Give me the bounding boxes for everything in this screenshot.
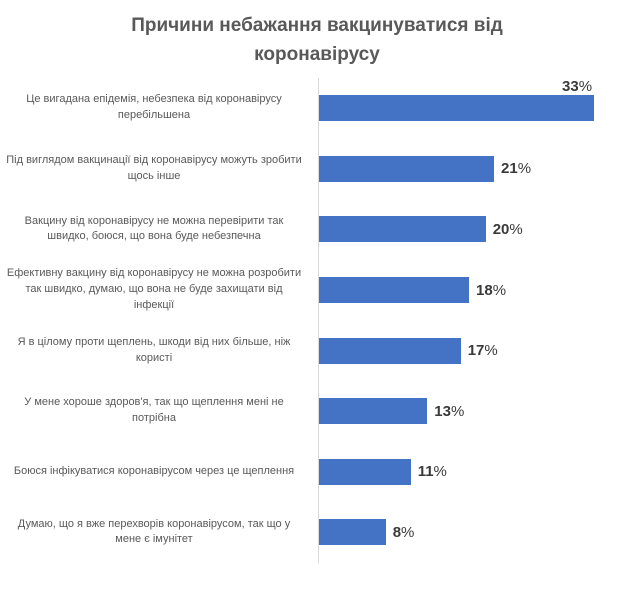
category-label: Вакцину від коронавірусу не можна переві…: [24, 214, 284, 243]
category-label: Під виглядом вакцинації від коронавірусу…: [6, 153, 302, 182]
bar: [319, 277, 469, 304]
bar: [319, 337, 461, 364]
bar-chart: Це вигадана епідемія, небезпека від коро…: [0, 78, 634, 563]
bar-row: Ефективну вакцину від коронавірусу не мо…: [0, 259, 634, 321]
value-label: 18%: [476, 281, 507, 299]
category-label: Думаю, що я вже перехворів коронавірусом…: [17, 517, 291, 546]
bar-row: Це вигадана епідемія, небезпека від коро…: [0, 78, 634, 139]
value-label: 21%: [501, 160, 532, 178]
bar-row: Боюся інфікуватися коронавірусом через ц…: [0, 441, 634, 503]
bar-track: 17%: [318, 320, 634, 381]
chart-title: Причини небажання вакцинуватися від коро…: [131, 15, 503, 65]
category-label: Боюся інфікуватися коронавірусом через ц…: [13, 464, 295, 477]
category-label: Я в цілому проти щеплень, шкоди від них …: [17, 335, 291, 364]
bar: [319, 458, 411, 485]
bar: [319, 155, 494, 182]
bar: [319, 519, 386, 546]
value-label: 11%: [417, 463, 447, 481]
bar-track: 18%: [318, 259, 634, 321]
value-label: 20%: [492, 220, 523, 238]
bar-row: У мене хороше здоров'я, так що щеплення …: [0, 380, 634, 442]
bar-track: 8%: [318, 502, 634, 563]
bar: [319, 216, 486, 243]
bar: [319, 398, 428, 425]
value-label: 13%: [434, 402, 465, 420]
bar-track: 21%: [318, 138, 634, 200]
category-label: У мене хороше здоров'я, так що щеплення …: [24, 396, 284, 425]
category-label: Це вигадана епідемія, небезпека від коро…: [26, 93, 282, 122]
bar: [319, 95, 594, 122]
category-label: Ефективну вакцину від коронавірусу не мо…: [6, 267, 302, 312]
bar-row: Вакцину від коронавірусу не можна переві…: [0, 199, 634, 260]
value-label: 33%: [562, 78, 593, 95]
value-label: 8%: [392, 523, 415, 541]
bar-track: 13%: [318, 380, 634, 442]
bar-track: 11%: [318, 441, 634, 503]
bar-row: Під виглядом вакцинації від коронавірусу…: [0, 138, 634, 200]
bar-row: Я в цілому проти щеплень, шкоди від них …: [0, 320, 634, 381]
bar-row: Думаю, що я вже перехворів коронавірусом…: [0, 502, 634, 563]
bar-track: 33%: [318, 78, 634, 139]
value-label: 17%: [467, 342, 498, 360]
bar-track: 20%: [318, 199, 634, 260]
